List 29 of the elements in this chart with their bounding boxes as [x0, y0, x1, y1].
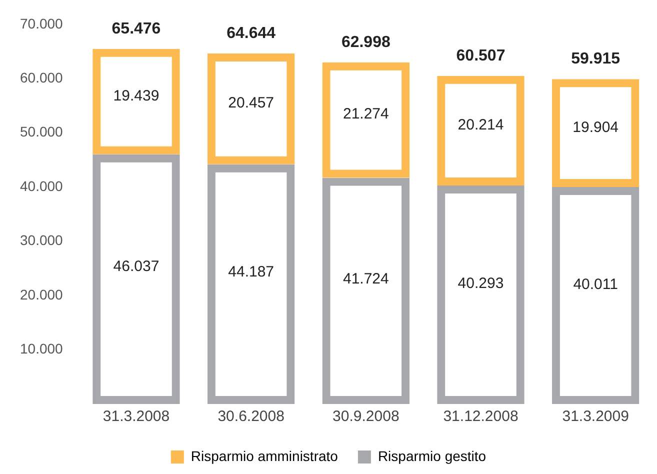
data-label: 40.011: [573, 276, 618, 293]
y-tick-label: 60.000: [20, 69, 64, 86]
x-tick-label: 31.3.2009: [562, 408, 629, 426]
y-tick-label: 20.000: [20, 286, 64, 302]
x-tick-label: 30.6.2008: [218, 408, 284, 426]
y-tick-label: 70.000: [20, 15, 64, 32]
data-label: 20.214: [458, 116, 504, 134]
total-label: 65.476: [112, 20, 161, 38]
data-label: 19.439: [113, 88, 160, 105]
x-tick-label: 31.12.2008: [443, 408, 518, 426]
x-tick-label: 30.9.2008: [332, 408, 400, 426]
total-label: 62.998: [341, 34, 390, 51]
data-label: 20.457: [228, 94, 274, 112]
total-label: 60.507: [456, 47, 506, 64]
y-tick-label: 40.000: [20, 178, 64, 194]
y-tick-label: 50.000: [20, 124, 64, 140]
x-tick-label: 31.3.2008: [102, 408, 170, 426]
y-tick-label: 30.000: [20, 232, 64, 248]
data-label: 19.904: [572, 118, 619, 136]
total-label: 59.915: [571, 50, 620, 68]
data-label: 21.274: [342, 105, 389, 122]
legend-label: Risparmio gestito: [378, 448, 486, 464]
data-label: 44.187: [228, 263, 274, 280]
data-label: 40.293: [458, 274, 504, 292]
data-label: 46.037: [113, 258, 160, 275]
legend-label: Risparmio amministrato: [190, 448, 338, 464]
total-label: 64.644: [226, 24, 276, 42]
y-tick-label: 10.000: [20, 340, 64, 357]
data-label: 41.724: [342, 270, 389, 288]
